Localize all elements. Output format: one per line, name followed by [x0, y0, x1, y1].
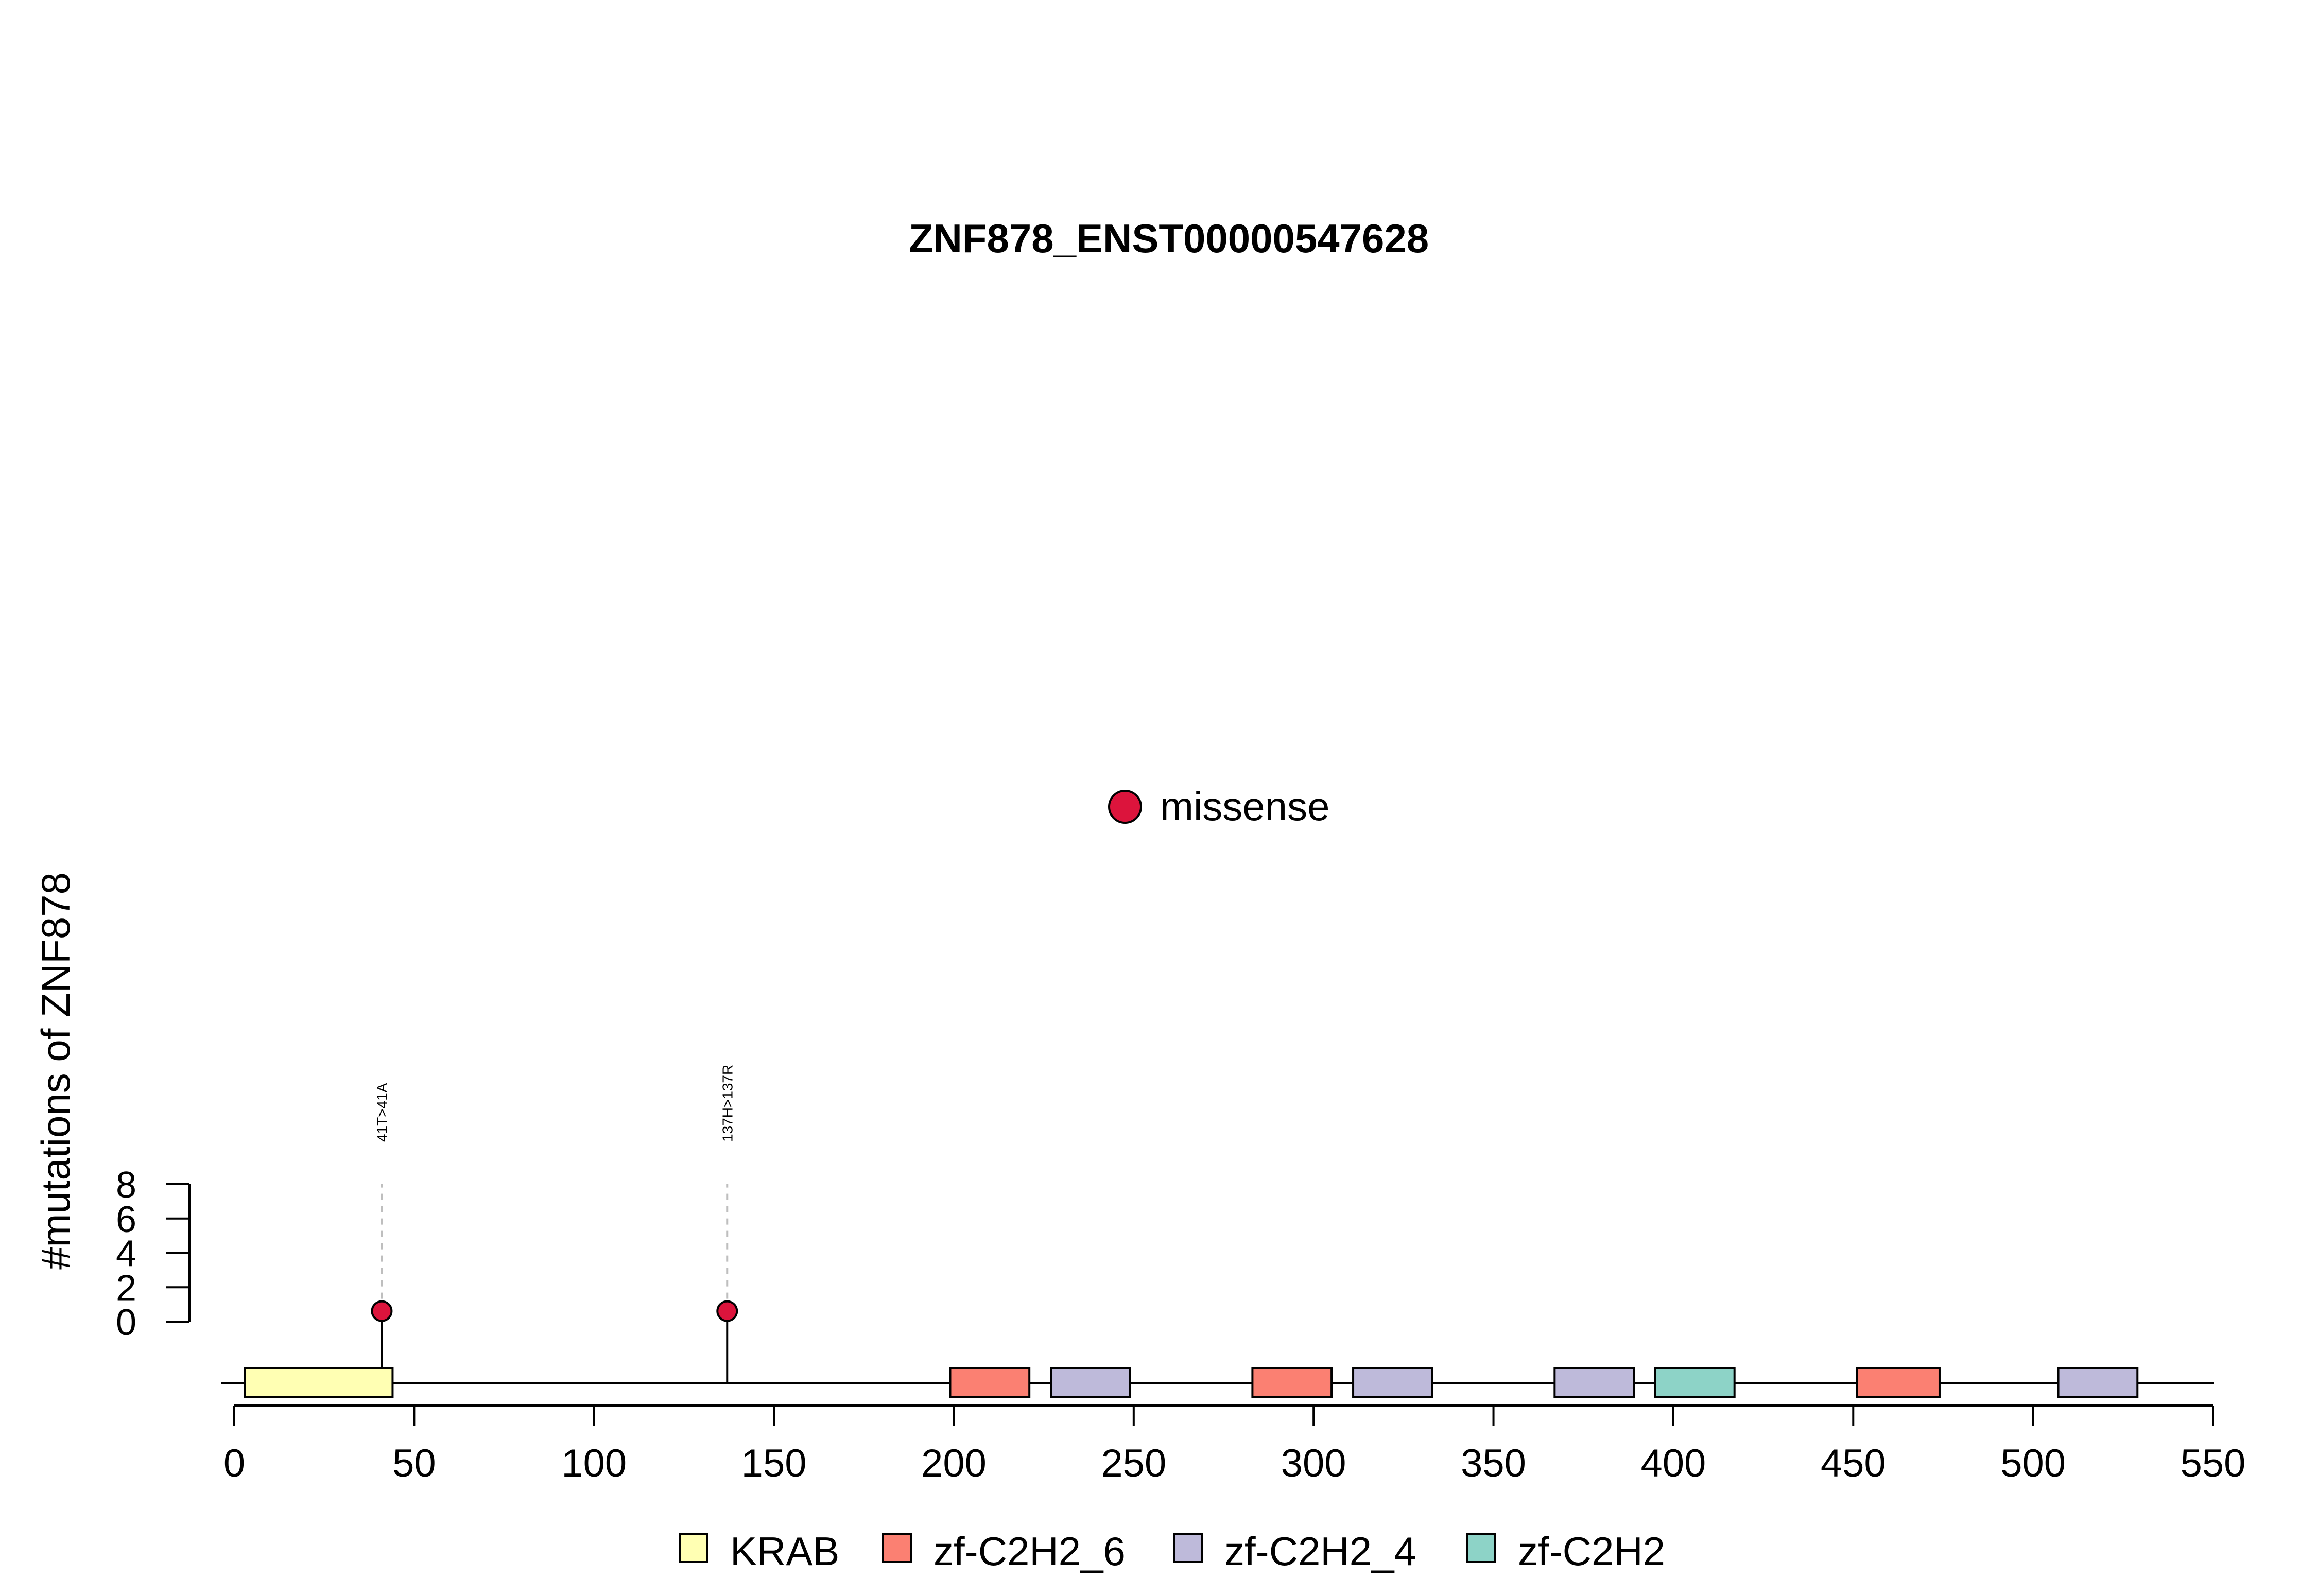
domain-zf-c2h2-4 [1352, 1367, 1433, 1398]
x-tick-label: 500 [2000, 1442, 2066, 1485]
legend-swatch [882, 1533, 912, 1563]
mutation-point [716, 1300, 738, 1322]
legend-swatch [679, 1533, 708, 1563]
x-tick-label: 400 [1641, 1442, 1706, 1485]
y-tick-label: 8 [116, 1165, 136, 1206]
domain-zf-c2h2-6 [1856, 1367, 1941, 1398]
legend-label: KRAB [730, 1529, 839, 1574]
protein-domains [244, 1367, 2139, 1398]
y-tick-label: 2 [116, 1268, 136, 1309]
domain-zf-c2h2-6 [949, 1367, 1031, 1398]
legend-swatch [1173, 1533, 1203, 1563]
missense-legend-label: missense [1160, 784, 1329, 829]
domain-krab [244, 1367, 394, 1398]
domain-legend: KRAB zf-C2H2_6 zf-C2H2_4 zf-C2H2 [679, 1529, 1665, 1574]
mutation-point [371, 1300, 393, 1322]
x-tick-label: 0 [223, 1442, 245, 1485]
legend-label: zf-C2H2_4 [1224, 1529, 1416, 1574]
x-tick-label: 250 [1101, 1442, 1166, 1485]
x-tick-label: 350 [1461, 1442, 1526, 1485]
domain-zf-c2h2 [1654, 1367, 1736, 1398]
legend-label: zf-C2H2 [1518, 1529, 1665, 1574]
domain-zf-c2h2-4 [2057, 1367, 2139, 1398]
mutation-label: 137H>137R [719, 1065, 735, 1142]
domain-zf-c2h2-4 [1050, 1367, 1131, 1398]
x-axis: 0 50 100 150 200 250 300 350 400 450 500 550 [223, 1404, 2246, 1485]
domain-zf-c2h2-6 [1251, 1367, 1333, 1398]
legend-swatch [1466, 1533, 1496, 1563]
x-tick-label: 150 [741, 1442, 807, 1485]
missense-legend-marker [1108, 790, 1142, 824]
y-tick-label: 6 [116, 1199, 136, 1240]
x-tick-label: 300 [1281, 1442, 1346, 1485]
y-tick-label: 4 [116, 1234, 136, 1275]
x-tick-label: 200 [921, 1442, 987, 1485]
mutation-stems: 41T>41A 137H>137R [374, 1065, 735, 1383]
mutation-label: 41T>41A [374, 1083, 390, 1142]
mutation-lollipops [371, 1300, 738, 1322]
x-tick-label: 100 [561, 1442, 627, 1485]
x-tick-label: 550 [2181, 1442, 2246, 1485]
x-tick-label: 450 [1821, 1442, 1886, 1485]
x-tick-label: 50 [392, 1442, 436, 1485]
y-axis-label: #mutations of ZNF878 [33, 872, 78, 1270]
legend-label: zf-C2H2_6 [933, 1529, 1126, 1574]
mutation-legend: missense [1108, 784, 1329, 829]
chart-title: ZNF878_ENST00000547628 [909, 216, 1429, 261]
y-tick-label: 0 [116, 1302, 136, 1343]
domain-zf-c2h2-4 [1553, 1367, 1635, 1398]
